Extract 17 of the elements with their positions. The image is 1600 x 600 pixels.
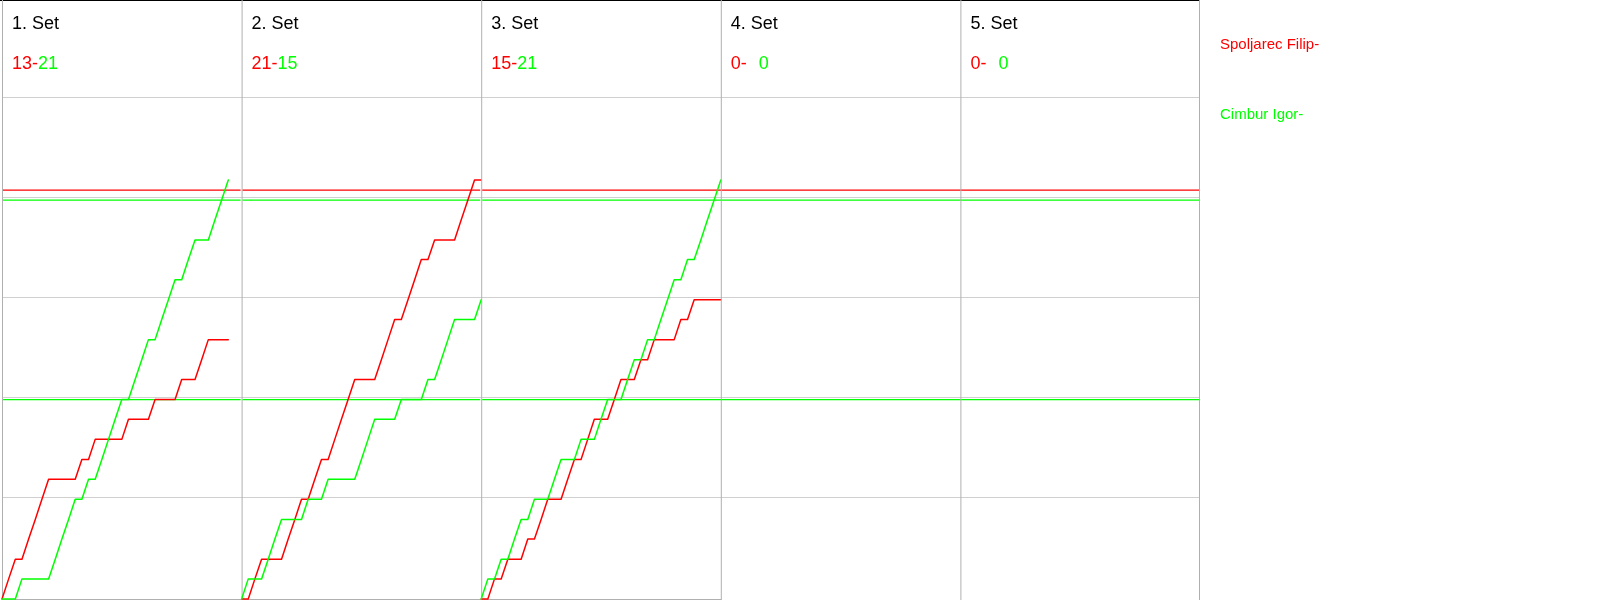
chart-title: 1. Set: [12, 13, 60, 33]
text: 21-: [251, 53, 278, 73]
text: 5. Set: [970, 13, 1018, 33]
legend-label: Cimbur Igor-: [1220, 105, 1304, 122]
text: 21: [517, 53, 538, 73]
text: 15-: [491, 53, 518, 73]
legend-label: Spoljarec Filip-: [1220, 35, 1320, 52]
text: 0: [758, 53, 769, 73]
chart-title: 3. Set: [491, 13, 539, 33]
text: 4. Set: [730, 13, 778, 33]
text: 0: [998, 53, 1009, 73]
text: 21: [38, 53, 59, 73]
text: 0-: [970, 53, 987, 73]
chart-title: 2. Set: [251, 13, 299, 33]
text: 0-: [730, 53, 747, 73]
text: 13-: [12, 53, 39, 73]
text: 15: [277, 53, 298, 73]
